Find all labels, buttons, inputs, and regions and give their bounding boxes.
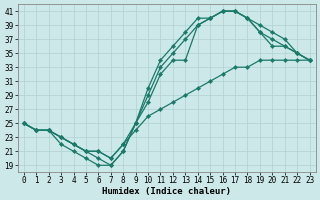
X-axis label: Humidex (Indice chaleur): Humidex (Indice chaleur) xyxy=(102,187,231,196)
